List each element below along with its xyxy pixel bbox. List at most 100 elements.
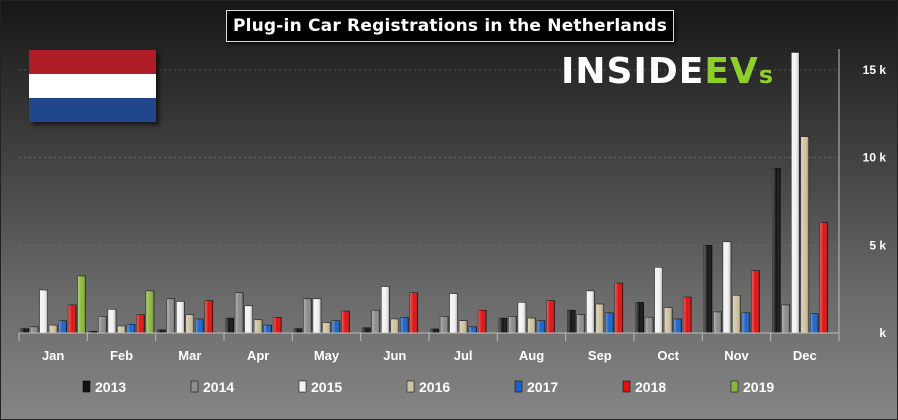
x-category-label: Feb [110,348,133,363]
bar-shading [400,317,409,333]
x-category-label: May [314,348,340,363]
flag-stripe-white [29,74,156,98]
chart-title: Plug-in Car Registrations in the Netherl… [226,10,674,42]
x-category-label: Sep [588,348,612,363]
bar-shading [742,312,750,333]
logo-text-inside: INSIDE [561,51,705,92]
bar-shading [635,302,644,333]
flag-stripe-red [29,50,156,74]
bar-shading [235,292,244,333]
legend-label: 2018 [635,379,666,395]
x-category-label: Dec [793,348,817,363]
bar-shading [567,310,576,333]
x-category-label: Nov [724,348,749,363]
bar-shading [390,318,399,333]
bar-shading [225,318,234,333]
bar-shading [244,305,253,333]
legend-label: 2014 [203,379,234,395]
x-category-label: Apr [247,348,269,363]
bar-shading [781,304,790,333]
logo-text-s: s [758,61,775,89]
legend-label: 2016 [419,379,450,395]
bar-shading [273,317,282,333]
bar-shading [772,168,781,333]
bar-shading [595,304,604,333]
bar-shading [204,300,213,333]
flag-stripe-blue [29,98,156,122]
bar-shading [313,298,321,333]
legend-swatch [622,380,631,393]
legend-swatch [82,380,91,393]
bar-shading [39,290,48,333]
bar-shading [322,322,331,333]
legend-label: 2017 [527,379,558,395]
legend-label: 2015 [311,379,342,395]
bar-shading [430,328,439,333]
legend-swatch [730,380,739,393]
bar-shading [254,319,263,333]
bar-shading [58,320,67,333]
bar-shading [166,298,175,333]
bar-shading [117,325,126,333]
legend-swatch [406,380,415,393]
bar-shading [127,324,135,333]
bar-shading [303,298,312,333]
bar-shading [136,314,145,333]
x-category-label: Jan [42,348,64,363]
bar-shading [30,326,39,333]
bar-shading [108,309,116,333]
bar-shading [341,311,350,333]
bar-shading [499,318,507,333]
bar-shading [518,302,526,333]
bar-shading [185,314,194,333]
bar-shading [157,329,166,333]
bar-shading [468,326,477,333]
bar-shading [20,328,29,333]
bar-shading [409,292,418,333]
bar-shading [508,316,517,333]
bar-shading [294,328,302,333]
legend-swatch [514,380,523,393]
bar-shading [645,317,654,333]
netherlands-flag-icon [29,50,156,122]
bar-shading [263,325,272,333]
bar-shading [664,307,673,333]
bar-shading [723,241,731,333]
bar-shading [381,286,390,333]
x-category-label: Aug [519,348,544,363]
bar-shading [704,245,712,333]
y-tick-label: 10 k [863,151,887,165]
logo-text-ev: EV [704,51,759,92]
bar-shading [68,304,77,333]
legend: 2013 2014 2015 2016 2017 2018 2019 [82,379,774,395]
bar-shading [449,293,458,333]
bar-shading [478,310,487,333]
bar-shading [732,295,741,333]
bar-shading [546,300,555,333]
x-category-labels: Jan Feb Mar Apr May Jun Jul Aug Sep Oct Nov Dec [42,348,817,363]
bar-shading [791,52,800,333]
legend-label: 2019 [743,379,774,395]
bar-shading [713,311,722,333]
bar-shading [459,320,468,333]
y-tick-label: 5 k [869,238,886,252]
axis-lines [18,49,840,341]
bar-shading [371,310,380,333]
bar-shading [810,313,819,333]
bar-shading [89,331,97,333]
bar-shading [77,276,86,333]
legend-label: 2013 [95,379,126,395]
bar-shading [673,318,682,333]
legend-swatch [298,380,307,393]
y-tick-labels: k 5 k 10 k 15 k [863,63,887,340]
bar-shading [146,290,154,333]
bar-shading [98,316,107,333]
bar-shading [586,290,595,333]
legend-swatch [190,380,199,393]
bar-shading [176,301,185,333]
x-category-label: Oct [657,348,679,363]
bar-shading [605,312,614,333]
bar-shading [527,318,536,333]
